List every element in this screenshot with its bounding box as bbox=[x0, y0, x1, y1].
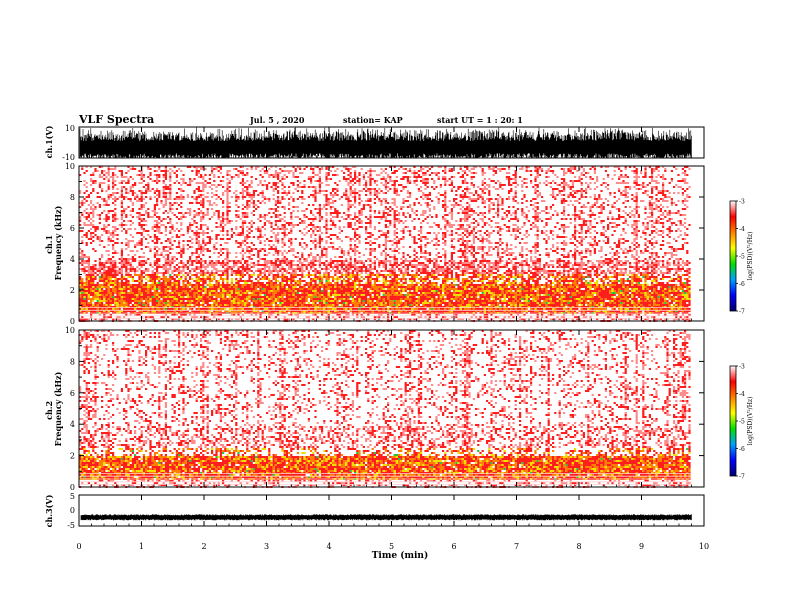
ch1-ytick-label: 4 bbox=[70, 255, 75, 264]
xtick-label: 5 bbox=[389, 542, 394, 551]
ch2-ytick-label: 2 bbox=[70, 452, 75, 461]
ch1-colorbar-tick-label: -5 bbox=[739, 254, 745, 261]
ch2-colorbar-tick-label: -4 bbox=[739, 391, 745, 398]
ch1-spectrogram-ylabel: ch.1 Frequency (kHz) bbox=[44, 205, 63, 280]
ch1-colorbar-tick-label: -6 bbox=[739, 281, 745, 288]
ch1-colorbar-tick-label: -7 bbox=[739, 309, 745, 316]
ch1-ytick-bottom: -10 bbox=[62, 153, 75, 162]
ch2-spectrogram-ylabel: ch.2 Frequency (kHz) bbox=[44, 371, 63, 446]
ch3-ytick-bottom: -5 bbox=[67, 521, 75, 530]
no-data-region bbox=[691, 330, 704, 487]
ch3-waveform-ylabel: ch.3(V) bbox=[44, 494, 54, 527]
spectrogram-red-cells bbox=[79, 330, 691, 488]
ch1-spectrogram-cells bbox=[79, 166, 704, 322]
ch2-colorbar: -3 -4 -5 -6 -7 log(PSD)(V²/Hz) bbox=[729, 364, 754, 481]
time-axis-ticks: 0 1 2 3 4 5 6 7 8 9 10 bbox=[76, 127, 709, 551]
spectrogram-red-cells bbox=[79, 166, 691, 322]
ch2-spectrogram-cells bbox=[79, 330, 704, 488]
ch1-colorbar-ramp bbox=[729, 200, 737, 312]
ch2-colorbar-ramp bbox=[729, 365, 737, 477]
ch2-colorbar-label: log(PSD)(V²/Hz) bbox=[747, 397, 754, 446]
ch1-ytick-label: 8 bbox=[70, 193, 75, 202]
ch2-ytick-label: 6 bbox=[70, 389, 75, 398]
xtick-label: 6 bbox=[451, 542, 456, 551]
spectrogram-orange-cells bbox=[79, 448, 691, 480]
spectrogram-yellow-cells bbox=[79, 448, 691, 480]
figure-title: VLF Spectra bbox=[78, 113, 154, 126]
ch1-spectrogram-panel: 0 2 4 6 8 10 ch.1 Frequency (kHz) bbox=[44, 162, 705, 326]
xtick-label: 2 bbox=[201, 542, 206, 551]
ch2-ytick-label: 8 bbox=[70, 357, 75, 366]
xtick-label: 10 bbox=[699, 542, 709, 551]
ch2-freq-label: Frequency (kHz) bbox=[53, 371, 63, 446]
start-time-label: start UT = 1 : 20: 1 bbox=[437, 115, 523, 125]
ch1-colorbar-tick-label: -4 bbox=[739, 226, 745, 233]
xtick-label: 7 bbox=[514, 542, 519, 551]
ch2-colorbar-tick-label: -3 bbox=[739, 364, 745, 371]
ch3-waveform-line bbox=[80, 514, 692, 521]
ch2-colorbar-tick-label: -6 bbox=[739, 446, 745, 453]
xtick-label: 0 bbox=[76, 542, 81, 551]
ch3-waveform-frame bbox=[78, 494, 705, 527]
ch3-ytick-top: 5 bbox=[70, 492, 75, 501]
ch2-ytick-label: 4 bbox=[70, 420, 75, 429]
ch1-ytick-label: 2 bbox=[70, 286, 75, 295]
no-data-region bbox=[691, 166, 704, 321]
ch1-waveform-trace bbox=[79, 127, 692, 158]
ch1-colorbar-label: log(PSD)(V²/Hz) bbox=[747, 232, 754, 281]
xtick-label: 4 bbox=[326, 542, 331, 551]
ch1-colorbar-tick-label: -3 bbox=[739, 199, 745, 206]
ch1-waveform-panel: 10 -10 ch.1(V) bbox=[44, 124, 705, 162]
ch1-ytick-label: 0 bbox=[70, 317, 75, 326]
xtick-label: 1 bbox=[139, 542, 144, 551]
ch2-spectrogram-panel: 0 2 4 6 8 10 ch.2 Frequency (kHz) bbox=[44, 326, 705, 492]
ch1-spectrogram-yticks: 0 2 4 6 8 10 bbox=[65, 162, 704, 326]
ch2-colorbar-tick-label: -5 bbox=[739, 419, 745, 426]
ch1-ytick-label: 10 bbox=[65, 162, 75, 171]
xtick-label: 3 bbox=[264, 542, 269, 551]
ch1-freq-label: Frequency (kHz) bbox=[53, 205, 63, 280]
date-label: Jul. 5 , 2020 bbox=[249, 115, 305, 125]
spectrogram-weak-cells bbox=[79, 330, 691, 488]
ch2-label: ch.2 bbox=[44, 401, 54, 420]
ch3-waveform-panel: 5 0 -5 ch.3(V) bbox=[44, 492, 705, 530]
spectrogram-green-cells bbox=[83, 448, 689, 480]
ch1-waveform-ylabel: ch.1(V) bbox=[44, 125, 54, 158]
ch1-ytick-label: 6 bbox=[70, 224, 75, 233]
ch2-colorbar-tick-label: -7 bbox=[739, 474, 745, 481]
xtick-label: 9 bbox=[639, 542, 644, 551]
ch1-label: ch.1 bbox=[44, 235, 54, 254]
station-label: station= KAP bbox=[343, 115, 403, 125]
ch1-waveform-line bbox=[79, 127, 692, 158]
ch3-waveform-trace bbox=[80, 514, 692, 521]
spectrogram-green-cells bbox=[79, 274, 687, 314]
ch1-ytick-top: 10 bbox=[65, 124, 75, 133]
ch2-ytick-label: 10 bbox=[65, 326, 75, 335]
ch2-ytick-label: 0 bbox=[70, 483, 75, 492]
time-axis-label: Time (min) bbox=[372, 550, 429, 561]
ch1-colorbar: -3 -4 -5 -6 -7 log(PSD)(V²/Hz) bbox=[729, 199, 754, 316]
ch2-spectrogram-yticks: 0 2 4 6 8 10 bbox=[65, 326, 704, 492]
xtick-label: 8 bbox=[576, 542, 581, 551]
ch3-ytick-mid: 0 bbox=[70, 506, 75, 515]
